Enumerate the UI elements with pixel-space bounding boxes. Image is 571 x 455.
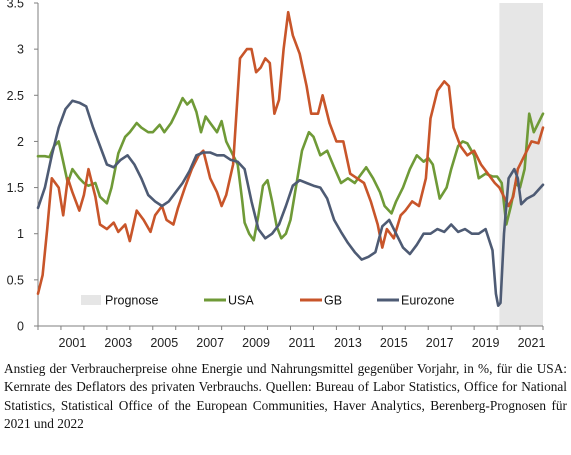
series-line-gb — [36, 10, 545, 295]
series-line-usa — [36, 96, 545, 242]
series-lines-layer — [36, 10, 545, 307]
x-tick-label: 2013 — [334, 336, 362, 350]
y-tick-label: 0.5 — [7, 273, 24, 287]
y-tick-label: 0 — [17, 320, 24, 334]
legend-swatch-prognose — [81, 295, 101, 305]
y-tick-label: 3 — [17, 43, 24, 57]
x-tick-label: 2001 — [59, 336, 87, 350]
legend-item-usa: USA — [228, 294, 254, 308]
axes-layer: 0 0.5 1 1.5 2 2.5 3 3.5 2001 2003 2005 2007 2009 2011… — [7, 0, 546, 350]
x-tick-label: 2005 — [150, 336, 178, 350]
y-tick-label: 3.5 — [7, 0, 24, 11]
x-tick-label: 2017 — [426, 336, 454, 350]
y-tick-label: 2.5 — [7, 89, 24, 103]
x-tick-label: 2007 — [196, 336, 224, 350]
x-tick-label: 2003 — [104, 336, 132, 350]
x-tick-label: 2011 — [289, 336, 316, 350]
x-tick-label: 2015 — [380, 336, 408, 350]
y-tick-label: 1.5 — [7, 181, 24, 195]
series-line-eurozone — [36, 99, 545, 307]
legend-item-prognose: Prognose — [105, 294, 159, 308]
y-tick-label: 1 — [17, 227, 24, 241]
legend-item-gb: GB — [324, 294, 342, 308]
x-tick-label: 2021 — [518, 336, 546, 350]
y-tick-label: 2 — [17, 135, 24, 149]
x-tick-label: 2009 — [242, 336, 270, 350]
line-chart: 0 0.5 1 1.5 2 2.5 3 3.5 2001 2003 2005 2007 2009 2011… — [7, 0, 546, 350]
x-tick-label: 2019 — [472, 336, 500, 350]
legend: Prognose USA GB Eurozone — [81, 294, 455, 308]
legend-item-eurozone: Eurozone — [401, 294, 455, 308]
figure-caption: Anstieg der Verbraucherpreise ohne Energ… — [4, 361, 567, 432]
